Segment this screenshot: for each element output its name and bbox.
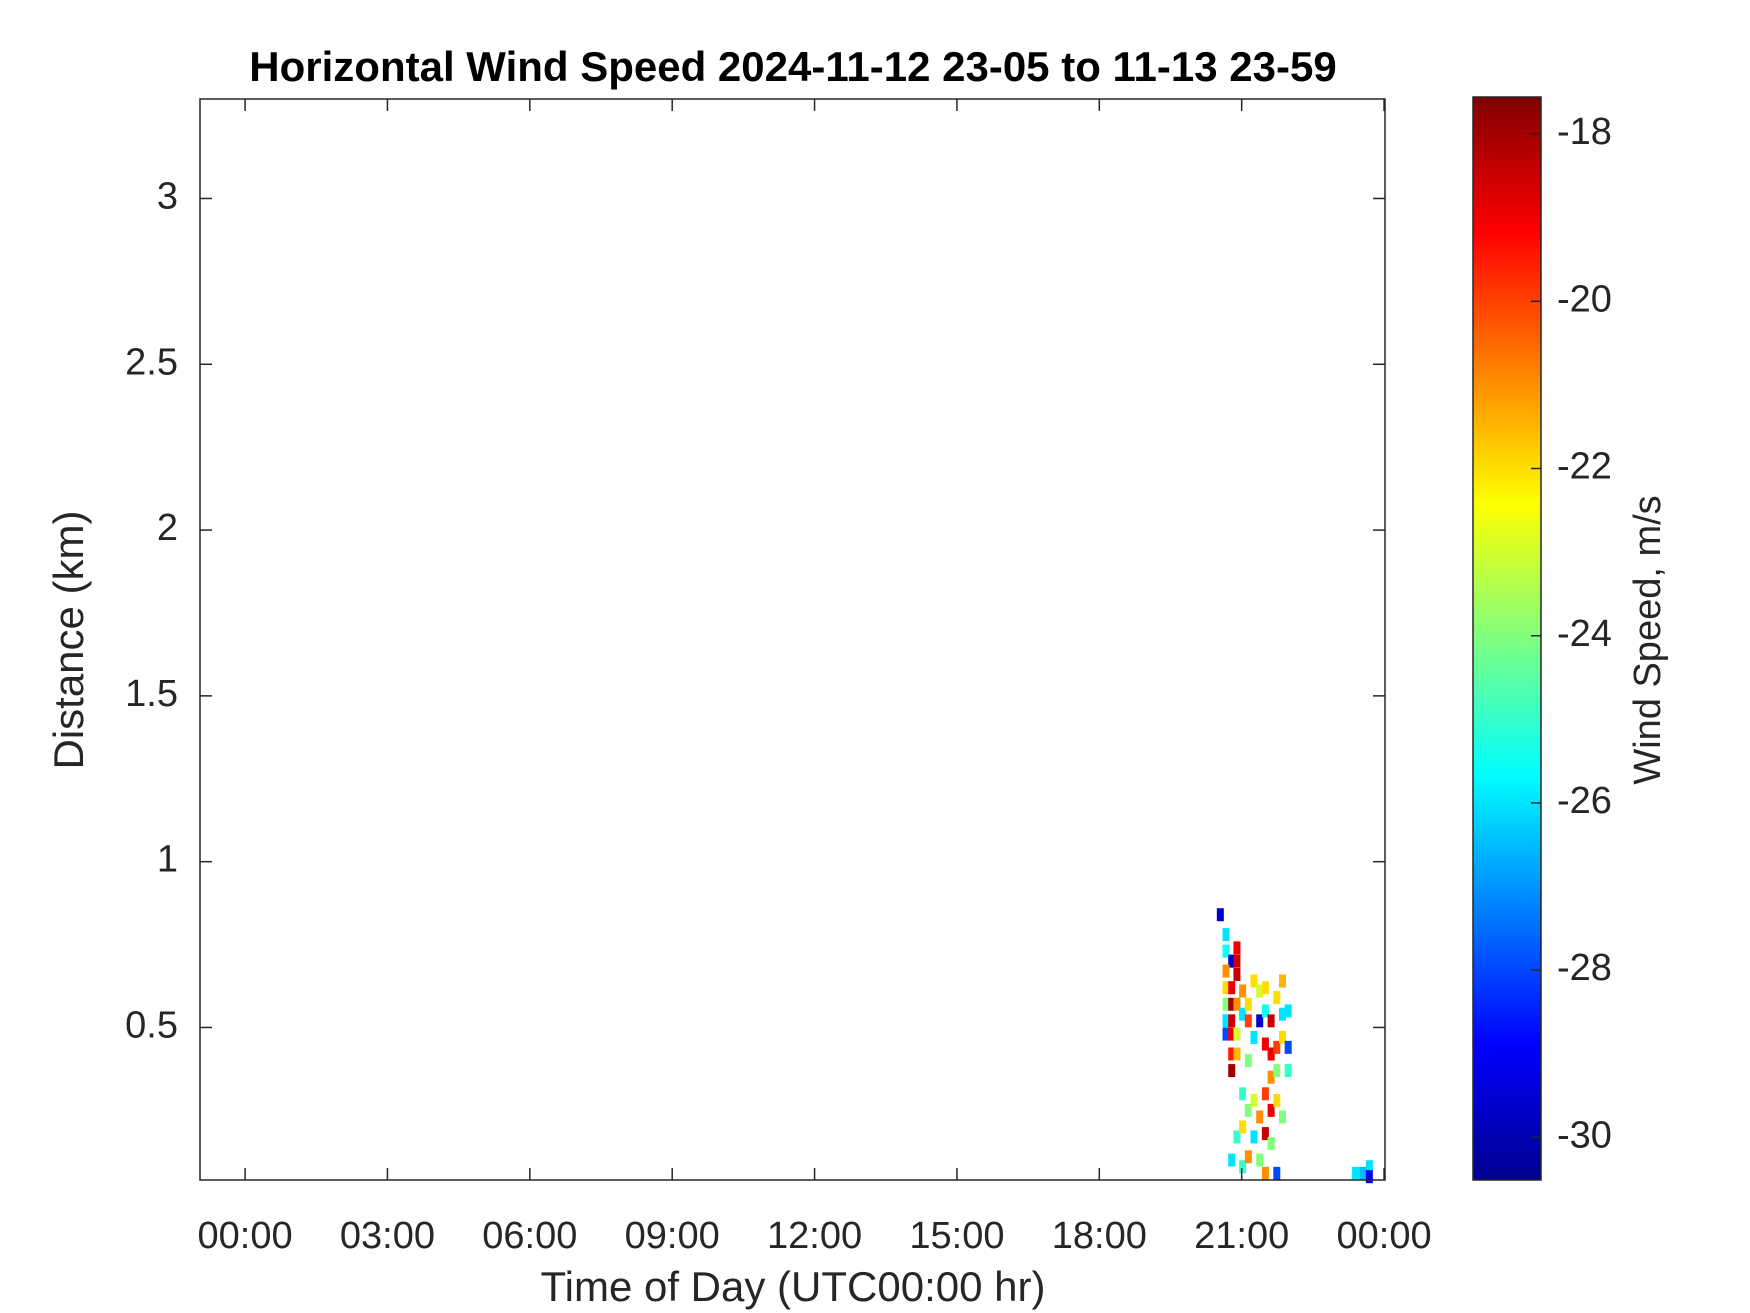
heatmap-cell bbox=[1228, 997, 1236, 1011]
heatmap-cell bbox=[1250, 1030, 1258, 1044]
colorbar-tick-label: -18 bbox=[1557, 111, 1612, 153]
heatmap-cell bbox=[1244, 1103, 1252, 1117]
heatmap-cell bbox=[1256, 1153, 1264, 1167]
y-axis-label: Distance (km) bbox=[45, 510, 92, 769]
heatmap-cell bbox=[1239, 1160, 1247, 1174]
heatmap-cell bbox=[1239, 1007, 1247, 1021]
x-tick-label: 18:00 bbox=[1052, 1215, 1147, 1257]
y-tick-label: 2 bbox=[157, 507, 178, 549]
colorbar-tick-label: -28 bbox=[1557, 947, 1612, 989]
x-tick-label: 00:00 bbox=[1337, 1215, 1432, 1257]
heatmap-cell bbox=[1244, 1054, 1252, 1068]
heatmap-cell bbox=[1228, 981, 1236, 995]
heatmap-cell bbox=[1228, 1064, 1236, 1078]
heatmap-cell bbox=[1233, 1130, 1241, 1144]
heatmap-cell bbox=[1273, 1093, 1281, 1107]
heatmap-cell bbox=[1228, 1027, 1236, 1041]
heatmap-cell bbox=[1261, 1166, 1269, 1180]
heatmap-cell bbox=[1267, 1014, 1275, 1028]
heatmap-cell bbox=[1284, 1064, 1292, 1078]
heatmap-cell bbox=[1365, 1170, 1373, 1184]
plot-frame bbox=[199, 98, 1386, 1181]
heatmap-cell bbox=[1256, 984, 1264, 998]
heatmap-cell bbox=[1233, 997, 1241, 1011]
heatmap-cell bbox=[1284, 1040, 1292, 1054]
x-tick-label: 12:00 bbox=[767, 1215, 862, 1257]
heatmap-cell bbox=[1222, 944, 1230, 958]
heatmap-cell bbox=[1267, 1047, 1275, 1061]
x-tick-label: 21:00 bbox=[1194, 1215, 1289, 1257]
heatmap-cell bbox=[1278, 974, 1286, 988]
heatmap-cell bbox=[1222, 1014, 1230, 1028]
heatmap-cell bbox=[1261, 981, 1269, 995]
heatmap-cell bbox=[1233, 967, 1241, 981]
heatmap-cell bbox=[1273, 1064, 1281, 1078]
heatmap-cell bbox=[1261, 1004, 1269, 1018]
heatmap-cell bbox=[1228, 954, 1236, 968]
x-axis-label: Time of Day (UTC00:00 hr) bbox=[541, 1263, 1046, 1310]
x-tick-label: 09:00 bbox=[625, 1215, 720, 1257]
heatmap-cell bbox=[1233, 954, 1241, 968]
heatmap-cell bbox=[1250, 1130, 1258, 1144]
x-tick-label: 15:00 bbox=[909, 1215, 1004, 1257]
heatmap-cell bbox=[1267, 1137, 1275, 1151]
heatmap-cell bbox=[1244, 1150, 1252, 1164]
colorbar-tick-label: -26 bbox=[1557, 780, 1612, 822]
x-tick-label: 00:00 bbox=[198, 1215, 293, 1257]
heatmap-cell bbox=[1233, 941, 1241, 955]
heatmap-cell bbox=[1228, 1047, 1236, 1061]
colorbar-tick-label: -20 bbox=[1557, 278, 1612, 320]
y-tick-label: 1.5 bbox=[125, 673, 178, 715]
heatmap-cell bbox=[1365, 1160, 1373, 1174]
colorbar-label: Wind Speed, m/s bbox=[1627, 495, 1669, 784]
heatmap-cell bbox=[1222, 928, 1230, 942]
heatmap-cell bbox=[1239, 984, 1247, 998]
heatmap-cell bbox=[1267, 1070, 1275, 1084]
heatmap-cell bbox=[1244, 1014, 1252, 1028]
heatmap-cell bbox=[1261, 1127, 1269, 1141]
heatmap-cell bbox=[1233, 1047, 1241, 1061]
heatmap-cell bbox=[1250, 1093, 1258, 1107]
colorbar bbox=[1472, 96, 1542, 1181]
colorbar-tick-label: -22 bbox=[1557, 446, 1612, 488]
heatmap-cell bbox=[1278, 1007, 1286, 1021]
heatmap-cell bbox=[1216, 908, 1224, 922]
y-tick-label: 3 bbox=[157, 176, 178, 218]
heatmap-cell bbox=[1273, 991, 1281, 1005]
colorbar-tick-label: -30 bbox=[1557, 1114, 1612, 1156]
x-tick-label: 03:00 bbox=[340, 1215, 435, 1257]
heatmap-cell bbox=[1267, 1103, 1275, 1117]
x-tick-label: 06:00 bbox=[482, 1215, 577, 1257]
heatmap-cell bbox=[1284, 1004, 1292, 1018]
heatmap-cell bbox=[1278, 1030, 1286, 1044]
heatmap-cell bbox=[1261, 1037, 1269, 1051]
heatmap-cell bbox=[1239, 1120, 1247, 1134]
heatmap-cell bbox=[1261, 1087, 1269, 1101]
heatmap-cell bbox=[1222, 981, 1230, 995]
heatmap-cell bbox=[1222, 997, 1230, 1011]
heatmap-cell bbox=[1273, 1040, 1281, 1054]
heatmap-cell bbox=[1244, 997, 1252, 1011]
heatmap-cell bbox=[1352, 1166, 1360, 1180]
heatmap-cell bbox=[1222, 964, 1230, 978]
heatmap-cell bbox=[1278, 1110, 1286, 1124]
y-tick-label: 1 bbox=[157, 839, 178, 881]
heatmap-cell bbox=[1228, 1153, 1236, 1167]
heatmap-cell bbox=[1359, 1166, 1367, 1180]
heatmap-cell bbox=[1250, 974, 1258, 988]
heatmap-cell bbox=[1273, 1166, 1281, 1180]
chart-title: Horizontal Wind Speed 2024-11-12 23-05 t… bbox=[249, 43, 1336, 90]
heatmap-cell bbox=[1256, 1110, 1264, 1124]
heatmap-cell bbox=[1228, 1014, 1236, 1028]
heatmap-cell bbox=[1222, 1027, 1230, 1041]
heatmap-cell bbox=[1239, 1087, 1247, 1101]
y-tick-label: 0.5 bbox=[125, 1004, 178, 1046]
colorbar-tick-label: -24 bbox=[1557, 613, 1612, 655]
heatmap-cell bbox=[1256, 1014, 1264, 1028]
heatmap-cell bbox=[1233, 1027, 1241, 1041]
y-tick-label: 2.5 bbox=[125, 341, 178, 383]
